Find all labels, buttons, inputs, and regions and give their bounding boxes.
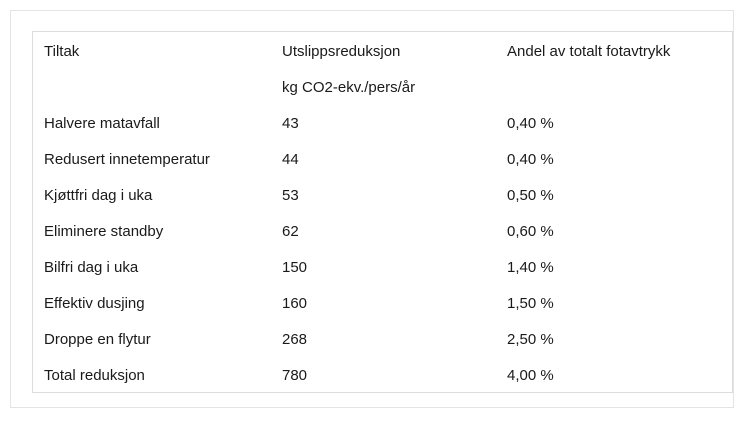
reduction-cell: 268: [282, 331, 308, 348]
share-cell: 0,60 %: [507, 223, 554, 240]
reduction-cell: 53: [282, 187, 299, 204]
column-header-andel: Andel av totalt fotavtrykk: [507, 43, 671, 60]
table-container: Tiltak Utslippsreduksjon Andel av totalt…: [32, 31, 733, 393]
reduction-cell: 62: [282, 223, 299, 240]
content-frame: Tiltak Utslippsreduksjon Andel av totalt…: [10, 10, 734, 408]
reduction-cell: 43: [282, 115, 299, 132]
column-header-utslippsreduksjon: Utslippsreduksjon: [282, 43, 401, 60]
measure-cell: Bilfri dag i uka: [44, 259, 139, 276]
unit-cell: [507, 70, 724, 106]
share-cell: 0,50 %: [507, 187, 554, 204]
measure-cell: Droppe en flytur: [44, 331, 151, 348]
table-row: Bilfri dag i uka 150 1,40 %: [44, 250, 724, 286]
table-row: Eliminere standby 62 0,60 %: [44, 214, 724, 250]
share-cell: 1,40 %: [507, 259, 554, 276]
share-cell: 1,50 %: [507, 295, 554, 312]
measure-cell: Total reduksjon: [44, 367, 145, 384]
reduction-cell: 44: [282, 151, 299, 168]
share-cell: 4,00 %: [507, 367, 554, 384]
table-total-row: Total reduksjon 780 4,00 %: [44, 358, 724, 394]
table-row: Droppe en flytur 268 2,50 %: [44, 322, 724, 358]
measure-cell: Kjøttfri dag i uka: [44, 187, 153, 204]
reduction-cell: 160: [282, 295, 308, 312]
share-cell: 0,40 %: [507, 151, 554, 168]
share-cell: 0,40 %: [507, 115, 554, 132]
column-header-tiltak: Tiltak: [44, 43, 80, 60]
measure-cell: Redusert innetemperatur: [44, 151, 210, 168]
reduction-cell: 780: [282, 367, 308, 384]
measure-cell: Halvere matavfall: [44, 115, 160, 132]
table-row: Effektiv dusjing 160 1,50 %: [44, 286, 724, 322]
share-cell: 2,50 %: [507, 331, 554, 348]
unit-cell: kg CO2-ekv./pers/år: [282, 79, 416, 96]
table-header-row: Tiltak Utslippsreduksjon Andel av totalt…: [44, 34, 724, 70]
table-unit-row: kg CO2-ekv./pers/år: [44, 70, 724, 106]
emissions-table: Tiltak Utslippsreduksjon Andel av totalt…: [44, 34, 724, 394]
unit-cell: [44, 70, 282, 106]
measure-cell: Effektiv dusjing: [44, 295, 145, 312]
reduction-cell: 150: [282, 259, 308, 276]
table-row: Redusert innetemperatur 44 0,40 %: [44, 142, 724, 178]
table-row: Kjøttfri dag i uka 53 0,50 %: [44, 178, 724, 214]
measure-cell: Eliminere standby: [44, 223, 164, 240]
table-row: Halvere matavfall 43 0,40 %: [44, 106, 724, 142]
